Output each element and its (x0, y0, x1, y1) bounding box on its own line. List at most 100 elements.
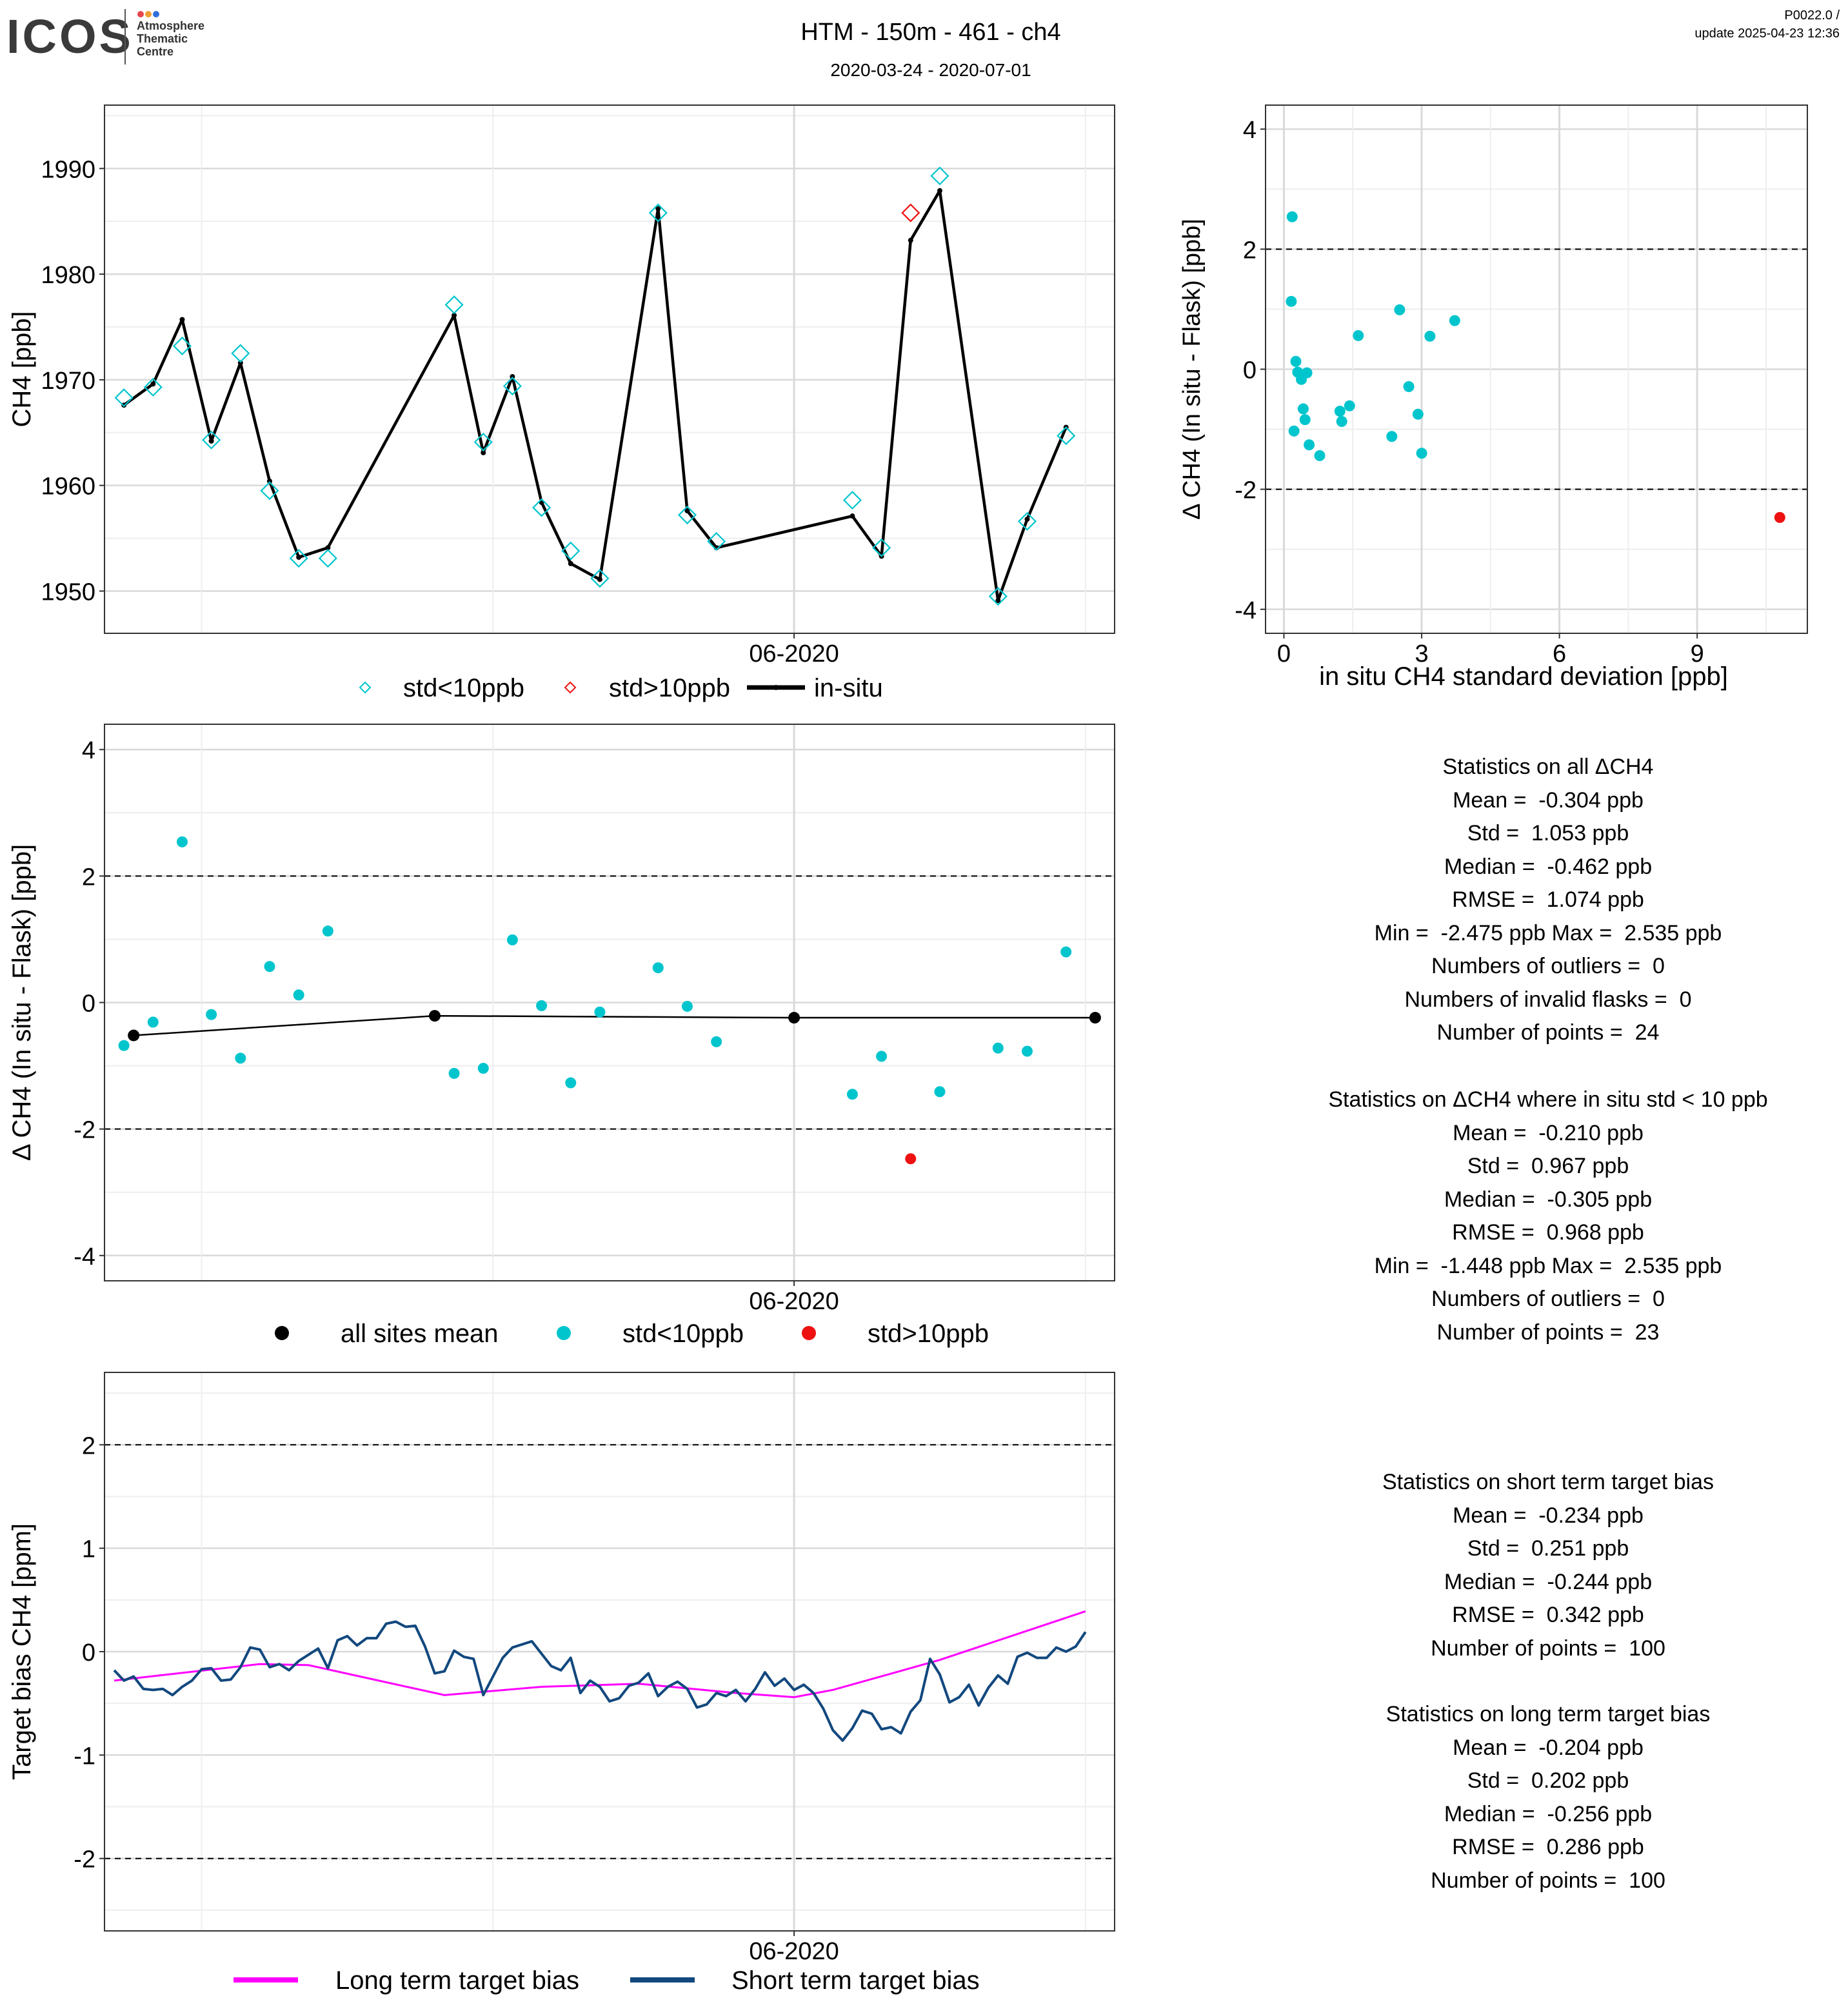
y-tick-label: 2 (82, 864, 95, 891)
stats-line: Min = -1.448 ppb Max = 2.535 ppb (1374, 1253, 1722, 1278)
delta-std-point (1394, 304, 1406, 315)
stats-line: Median = -0.462 ppb (1444, 854, 1653, 879)
delta-point (934, 1086, 946, 1098)
y-tick-label: 0 (1243, 357, 1257, 384)
delta-point (652, 962, 664, 974)
flask-diamond (842, 491, 862, 510)
flask-diamond (648, 203, 668, 222)
insitu-point (1024, 517, 1030, 522)
flask-diamond (318, 549, 337, 568)
x-tick-label: 3 (1415, 640, 1428, 667)
stats-line: Median = -0.305 ppb (1444, 1187, 1653, 1212)
icos-logo: ICOS (6, 10, 134, 63)
stats-line: RMSE = 0.286 ppb (1452, 1835, 1644, 1859)
stats-std-lt10: Statistics on ΔCH4 where in situ std < 1… (1226, 1083, 1848, 1349)
target-bias-legend: Long term target bias Short term target b… (233, 1966, 980, 1995)
plot-border (1265, 104, 1808, 634)
delta-point (235, 1053, 246, 1064)
delta-std-point (1304, 439, 1315, 451)
mean-point (1089, 1012, 1101, 1024)
stats-line: Number of points = 23 (1436, 1320, 1660, 1345)
mean-point (128, 1029, 140, 1042)
stats-short-term: Statistics on short term target bias Mea… (1226, 1466, 1848, 1665)
delta-timeseries-legend: all sites mean std<10ppb std>10ppb (275, 1320, 989, 1348)
y-tick-label: -2 (1235, 477, 1257, 504)
x-tick-label: 06-2020 (749, 1288, 839, 1315)
legend-label: std>10ppb (609, 674, 730, 702)
insitu-point (597, 577, 602, 582)
ch4-timeseries-panel: 1950 1960 1970 1980 1990 06-2020 CH4 [ppb] (8, 104, 1115, 667)
logo-dot (137, 11, 144, 17)
stats-line: Median = -0.256 ppb (1444, 1801, 1653, 1826)
flask-diamond (114, 388, 134, 408)
insitu-point (150, 381, 156, 387)
delta-std-point (1334, 406, 1346, 417)
delta-std-point (1412, 408, 1424, 420)
flask-diamond (260, 481, 279, 500)
plot-border (104, 104, 1115, 634)
stats-line: Mean = -0.234 ppb (1453, 1503, 1644, 1528)
logo-subtitle: Atmosphere (137, 19, 204, 32)
logo-subtitle: Thematic (137, 32, 188, 45)
mean-line (134, 1014, 1095, 1036)
y-tick-label: 2 (82, 1432, 95, 1459)
insitu-point (179, 317, 185, 322)
flask-diamond (231, 344, 250, 363)
y-tick-label: 1960 (41, 473, 95, 500)
insitu-point (655, 206, 661, 212)
insitu-point (995, 598, 1001, 604)
y-tick-label: 1990 (41, 156, 95, 183)
delta-vs-std-panel: -4 -2 0 2 4 0 3 6 9 Δ CH4 (In situ - Flask) [ppb]… (1178, 104, 1808, 691)
x-tick-label: 06-2020 (749, 640, 839, 667)
delta-std-point (1288, 425, 1300, 437)
x-tick-label: 6 (1553, 640, 1566, 667)
insitu-point (296, 555, 302, 560)
stats-line: Numbers of outliers = 0 (1431, 954, 1665, 978)
insitu-point (568, 560, 573, 566)
delta-point (594, 1006, 606, 1018)
insitu-point (266, 479, 272, 484)
logo-dot (153, 11, 159, 17)
stats-line: Mean = -0.204 ppb (1453, 1735, 1644, 1760)
flask-diamond (1057, 426, 1076, 446)
x-tick-label: 0 (1277, 640, 1291, 667)
delta-point (176, 836, 188, 847)
delta-std-point (1286, 211, 1298, 222)
y-tick-label: -2 (74, 1846, 95, 1874)
flask-diamond (473, 432, 493, 452)
stats-line: RMSE = 1.074 ppb (1452, 887, 1644, 912)
delta-std-point (1416, 448, 1427, 459)
y-tick-label: 4 (1243, 117, 1257, 144)
delta-std-point (1353, 330, 1364, 341)
delta-point (206, 1009, 217, 1020)
delta-point (448, 1067, 460, 1079)
stats-line: Mean = -0.210 ppb (1453, 1120, 1644, 1145)
ch4-timeseries-legend: std<10ppb std>10ppb in-situ (359, 674, 883, 702)
delta-point (118, 1040, 130, 1051)
insitu-point (452, 312, 457, 318)
insitu-point (908, 237, 913, 243)
y-tick-label: 0 (82, 991, 95, 1018)
legend-marker (802, 1326, 816, 1340)
flask-diamond (1017, 511, 1037, 531)
stats-line: RMSE = 0.968 ppb (1452, 1220, 1644, 1245)
y-tick-label: -4 (74, 1243, 95, 1270)
x-tick-label: 06-2020 (749, 1938, 839, 1965)
y-tick-label: -2 (74, 1117, 95, 1144)
stats-long-term: Statistics on long term target bias Mean… (1226, 1698, 1848, 1897)
delta-point (846, 1089, 858, 1100)
insitu-line (123, 189, 1068, 602)
flask-diamond (590, 569, 610, 588)
legend-label: in-situ (814, 674, 883, 702)
logo-dot (145, 11, 152, 17)
delta-std-point (1344, 400, 1355, 411)
legend-label: all sites mean (341, 1320, 499, 1348)
insitu-point (325, 545, 331, 551)
delta-point (1060, 946, 1072, 958)
logo-subtitle: Centre (137, 45, 174, 58)
stats-line: Std = 1.053 ppb (1467, 821, 1629, 845)
flask-diamond (289, 549, 308, 568)
stats-line: RMSE = 0.342 ppb (1452, 1603, 1644, 1627)
y-axis-label: CH4 [ppb] (8, 311, 36, 427)
